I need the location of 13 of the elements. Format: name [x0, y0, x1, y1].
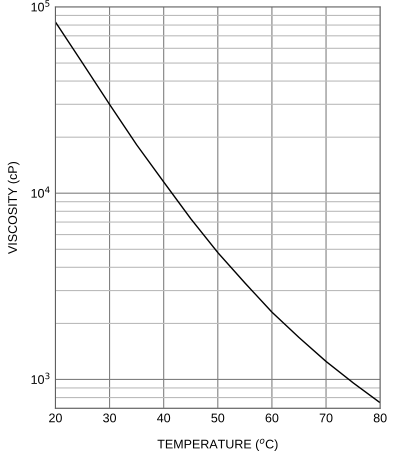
x-axis-title: TEMPERATURE ($^{o}$C) [158, 438, 278, 451]
line-series [55, 21, 380, 404]
y-axis-title: VISCOSITY (cP) [8, 162, 20, 254]
x-tick-label: 80 [374, 414, 387, 422]
x-tick-label: 50 [211, 414, 224, 422]
x-tick-label: 30 [103, 414, 116, 422]
y-tick-label: 10$^{3}$ [32, 372, 50, 384]
x-tick-label: 60 [266, 414, 278, 422]
y-tick-label: 10$^{4}$ [32, 186, 50, 198]
x-tick-label: 70 [320, 414, 333, 422]
x-tick-label: 20 [49, 414, 62, 422]
x-tick-label: 40 [157, 414, 170, 422]
y-tick-label: 10$^{5}$ [32, 0, 50, 12]
